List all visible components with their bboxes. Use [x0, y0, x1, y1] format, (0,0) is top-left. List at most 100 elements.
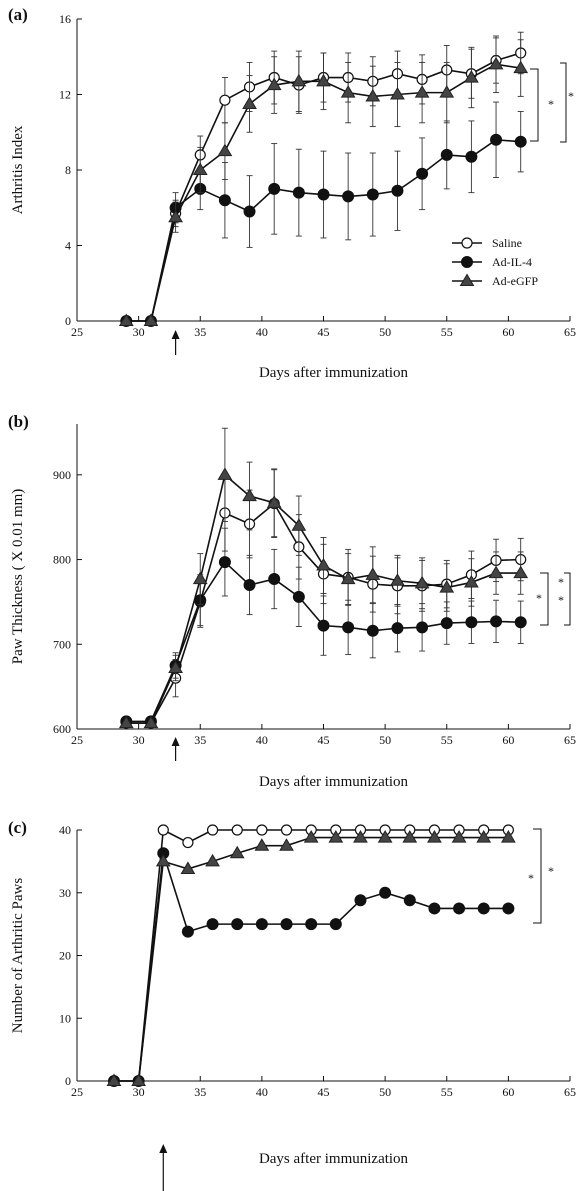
legend-label: Ad-IL-4 [492, 255, 532, 269]
data-point [391, 622, 404, 635]
y-tick-label: 700 [53, 637, 71, 651]
data-point [206, 918, 219, 931]
data-point [316, 557, 331, 571]
data-point [291, 73, 307, 87]
data-point [377, 830, 393, 843]
data-point [131, 1073, 146, 1087]
x-tick-label: 60 [502, 325, 514, 339]
data-point [328, 830, 344, 843]
y-tick-label: 4 [65, 239, 71, 253]
data-point [280, 824, 293, 836]
data-point [416, 621, 429, 634]
legend-marker [461, 237, 473, 249]
data-point [451, 830, 467, 843]
x-tick-label: 55 [441, 733, 453, 747]
x-tick-label: 55 [441, 1085, 453, 1099]
data-point [354, 894, 367, 907]
data-point [464, 70, 479, 83]
x-tick-label: 30 [133, 733, 145, 747]
data-point [414, 575, 430, 589]
data-point [439, 85, 455, 98]
data-point [317, 619, 330, 632]
data-point [514, 616, 527, 629]
legend-marker [459, 273, 475, 287]
data-point [229, 845, 245, 859]
data-point [217, 143, 233, 157]
data-point [490, 133, 503, 146]
data-point [192, 571, 208, 585]
y-tick-label: 30 [59, 886, 71, 900]
data-point [513, 565, 529, 579]
data-point [231, 918, 244, 931]
data-point [266, 77, 282, 91]
data-point [231, 824, 243, 836]
data-point [168, 660, 183, 674]
data-point [440, 148, 453, 161]
data-point [155, 853, 171, 867]
data-point [242, 96, 257, 109]
data-point [292, 590, 305, 603]
y-axis-title: Number of Arthritic Paws [10, 878, 26, 1034]
data-point [317, 188, 330, 201]
y-axis-title: Paw Thickness ( X 0.01 mm) [10, 489, 26, 665]
y-tick-label: 600 [53, 722, 71, 736]
injection-arrowhead [159, 1144, 168, 1153]
significance-star: * [558, 575, 564, 589]
data-point [488, 565, 504, 579]
data-point [414, 85, 430, 98]
data-point [243, 578, 256, 591]
data-point [280, 918, 293, 931]
significance-star: * [558, 593, 564, 607]
x-tick-label: 55 [441, 325, 453, 339]
significance-star: * [548, 864, 554, 878]
significance-star: * [536, 591, 542, 605]
x-tick-label: 40 [256, 325, 268, 339]
data-point [329, 918, 342, 931]
series-ad-egfp [118, 427, 529, 729]
data-point [266, 495, 282, 508]
data-point [255, 918, 268, 931]
series-line [113, 852, 509, 1082]
data-point [465, 616, 478, 629]
data-point [353, 830, 368, 843]
data-point [305, 918, 318, 931]
data-point [256, 824, 268, 836]
data-point [464, 574, 479, 588]
y-axis-title: Arthritis Index [10, 125, 26, 214]
x-tick-label: 45 [318, 733, 330, 747]
data-point [242, 488, 257, 502]
data-point [218, 556, 231, 569]
data-point [182, 836, 194, 849]
y-tick-label: 40 [59, 823, 71, 837]
x-tick-label: 40 [256, 1085, 268, 1099]
data-point [514, 135, 527, 148]
y-tick-label: 10 [59, 1011, 71, 1025]
x-tick-label: 60 [502, 1085, 514, 1099]
y-tick-label: 8 [65, 163, 71, 177]
data-point [118, 313, 134, 327]
x-tick-label: 35 [194, 325, 206, 339]
data-point [379, 886, 392, 899]
data-point [192, 162, 208, 176]
data-point [206, 824, 219, 836]
significance-star: * [528, 871, 534, 885]
data-point [476, 830, 492, 843]
significance-bracket [533, 828, 542, 924]
significance-bracket [560, 62, 567, 143]
injection-arrowhead [171, 737, 180, 746]
data-point [439, 580, 455, 593]
data-point [316, 73, 331, 87]
significance-bracket [540, 572, 549, 626]
x-tick-label: 65 [564, 325, 576, 339]
series-ad-il-4 [107, 847, 515, 1087]
data-point [428, 902, 441, 915]
y-tick-label: 12 [59, 88, 71, 102]
series-ad-il-4 [120, 101, 527, 327]
significance-star: * [568, 89, 574, 103]
x-tick-label: 45 [318, 325, 330, 339]
chart-panel-2: (b) 25 30 35 40 45 50 55 60 65 600 700 800 900 Days af… [8, 412, 576, 790]
data-point [453, 902, 466, 915]
data-point [181, 925, 194, 938]
x-tick-label: 50 [379, 733, 391, 747]
series-line [113, 828, 509, 1082]
